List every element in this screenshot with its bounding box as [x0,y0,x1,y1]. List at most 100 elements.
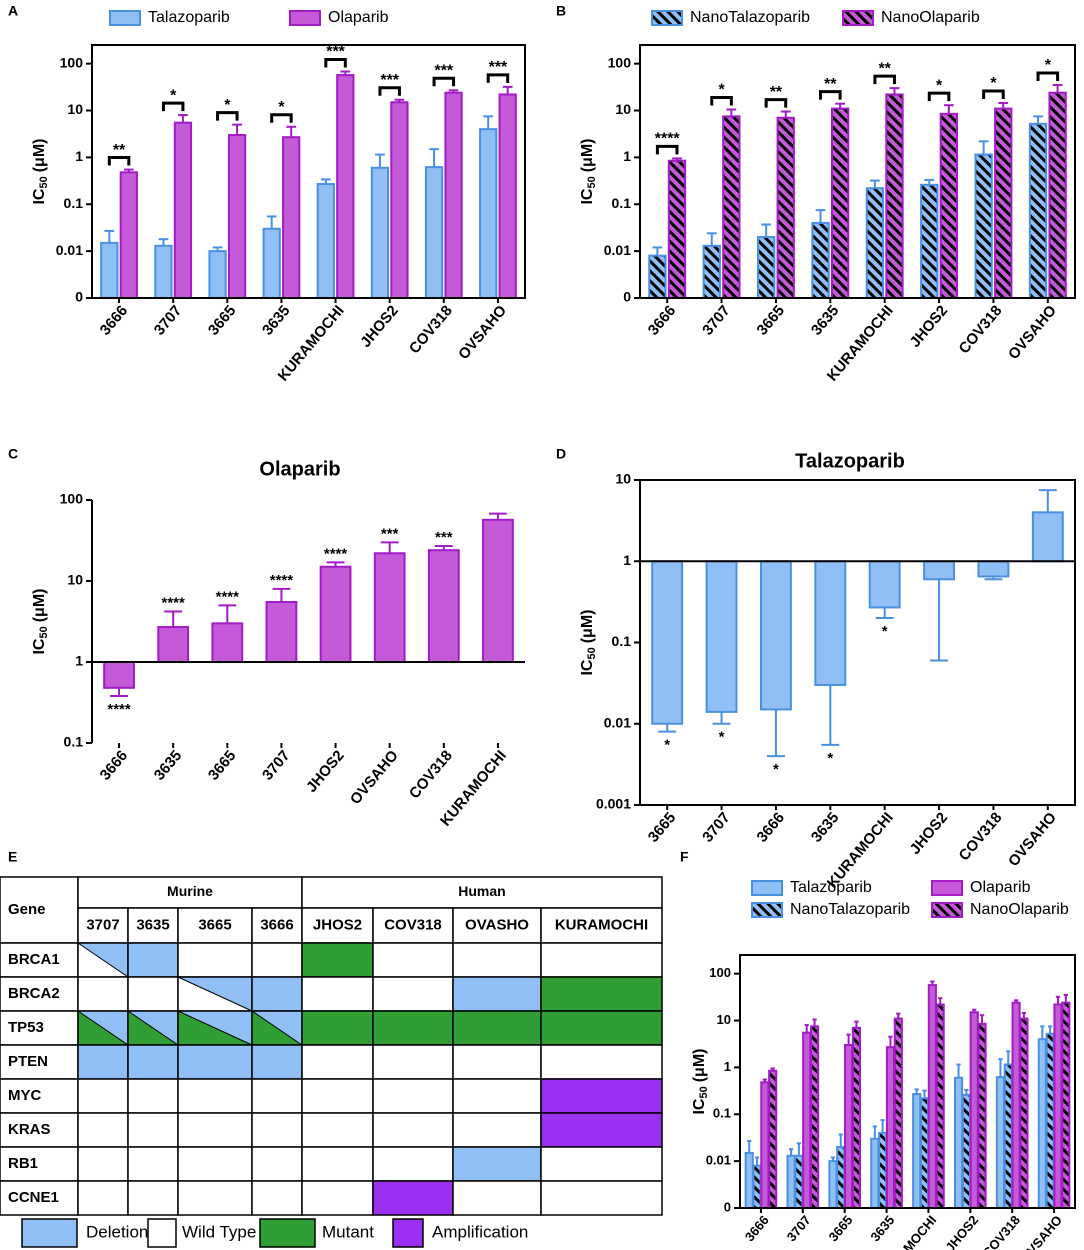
significance-bracket [161,101,185,112]
legend-swatch [751,880,783,896]
bar [885,93,904,299]
bar [722,115,741,299]
chart-title: Talazoparib [795,450,905,472]
legend-label: Talazoparib [148,9,230,26]
gene-name: RB1 [8,1155,38,1172]
error-bar [272,587,291,603]
x-tick-label: 3635 [151,747,185,783]
significance-label: ** [770,84,783,101]
bar [319,565,352,664]
cell-diagonal [77,942,129,978]
table-cell [452,976,542,1012]
error-bar [770,1067,775,1071]
table-cell [127,907,179,944]
error-bar [1033,115,1043,124]
bar [1003,1063,1013,1209]
significance-bracket [432,76,456,87]
bar [651,560,684,725]
x-tick-label: JHOS2 [303,747,348,796]
table-cell [177,942,253,978]
significance-label: * [882,623,888,640]
gene-name: TP53 [8,1019,44,1036]
bar [935,1003,945,1209]
error-bar [1063,994,1068,1003]
legend-swatch [21,1218,78,1248]
x-tick-label: 3635 [867,1212,897,1244]
y-tick-label: 100 [60,491,84,507]
error-bar [930,579,949,662]
error-bar [984,576,1003,581]
error-bar [448,89,459,93]
error-bar [889,87,900,95]
table-cell [251,1180,303,1216]
y-tick-label: 1 [75,148,83,164]
legend-swatch [392,1218,424,1248]
column-header: 3707 [86,916,119,933]
significance-bracket [486,73,510,83]
x-tick-label: OVSAHO [1005,302,1060,363]
bar [1011,1001,1021,1210]
bar [752,1164,762,1209]
table-cell [0,876,79,944]
error-bar [835,102,845,109]
cell-diagonal [251,1010,303,1046]
error-bar [1021,1011,1027,1019]
y-label-main: IC [31,188,48,204]
column-header: 3635 [136,916,169,933]
gene-name: PTEN [8,1053,48,1070]
error-bar [924,178,935,185]
table-cell [77,876,303,909]
significance-label: **** [655,131,681,148]
table-cell [301,976,374,1012]
y-tick-label: 100 [709,965,731,980]
bar [977,1022,987,1209]
x-tick-label: JHOS2 [907,809,952,858]
error-bar [956,1063,961,1078]
y-tick-label: 0.1 [64,195,84,211]
bar [954,1076,964,1210]
error-bar [747,1139,752,1153]
error-bar [788,1148,794,1156]
column-header: KURAMOCHI [555,916,648,933]
y-label-sub: 50 [586,176,598,188]
error-bar [761,223,772,238]
bar [211,622,244,663]
x-tick-label: 3707 [151,302,185,338]
y-tick-label: 10 [717,1012,731,1027]
x-tick-label: 3707 [259,747,293,783]
table-cell [0,1180,79,1216]
legend-label: NanoTalazoparib [690,9,810,26]
bar [262,227,281,299]
table-cell [540,976,663,1012]
table-cell [452,1146,542,1182]
legend-label: Wild Type [182,1222,256,1241]
bar [444,91,463,300]
legend-label: Olaparib [970,879,1031,896]
bar [1028,122,1048,299]
table-cell [77,1078,129,1114]
y-tick-label: 0.1 [612,195,632,211]
significance-bracket [764,98,788,108]
error-bar [434,545,453,551]
error-bar [266,215,277,229]
y-tick-label: 0 [724,1199,731,1214]
bar [424,166,444,299]
table-cell [372,1146,454,1182]
table-corner: Gene [8,901,46,918]
x-tick-label: 3707 [784,1212,814,1244]
bar [373,552,406,663]
significance-label: *** [380,72,399,89]
error-bar [483,115,494,130]
bar [756,236,776,299]
y-tick-label: 10 [67,101,83,117]
error-bar [766,709,785,758]
y-tick-label: 10 [615,471,631,487]
bar [1045,1032,1055,1209]
error-bar [978,140,989,155]
significance-bracket [873,74,896,85]
gene-name: BRCA2 [8,985,60,1002]
panel-label: D [556,446,566,462]
significance-label: * [278,99,285,116]
legend-label: NanoOlaparib [881,9,980,26]
